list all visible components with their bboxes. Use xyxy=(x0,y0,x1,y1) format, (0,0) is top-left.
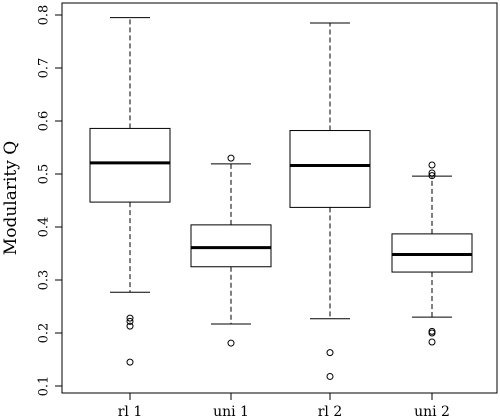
outlier-point xyxy=(126,322,134,330)
y-tick-label: 0.4 xyxy=(37,217,52,238)
box-rl-2 xyxy=(289,22,371,380)
iqr-box xyxy=(89,127,171,203)
outlier-point xyxy=(326,349,334,357)
outlier-point xyxy=(428,172,436,180)
outlier-point xyxy=(126,358,134,366)
outlier-point xyxy=(227,154,235,162)
y-axis: 0.1 0.2 0.3 0.4 0.5 0.6 0.7 0.8 xyxy=(37,5,62,397)
boxes xyxy=(89,17,473,380)
y-tick-label: 0.1 xyxy=(37,376,52,397)
y-tick-label: 0.8 xyxy=(37,5,52,26)
y-tick-label: 0.5 xyxy=(37,164,52,185)
outlier-point xyxy=(326,372,334,380)
x-axis: rl 1 uni 1 rl 2 uni 2 xyxy=(118,393,450,418)
iqr-box xyxy=(190,224,272,268)
outlier-point xyxy=(227,339,235,347)
plot-frame xyxy=(61,2,498,394)
y-axis-label: Modularity Q xyxy=(1,141,21,255)
iqr-box xyxy=(289,130,371,208)
outlier-point xyxy=(428,338,436,346)
y-tick-label: 0.6 xyxy=(37,111,52,132)
y-tick-label: 0.2 xyxy=(37,323,52,344)
y-tick-label: 0.7 xyxy=(37,58,52,79)
iqr-box xyxy=(391,233,473,273)
x-tick-label: uni 2 xyxy=(414,404,450,418)
outlier-point xyxy=(126,317,134,325)
box-rl-1 xyxy=(89,17,171,366)
x-tick-label: rl 1 xyxy=(118,404,143,418)
box-uni-1 xyxy=(190,154,272,347)
x-tick-label: uni 1 xyxy=(213,404,249,418)
x-tick-label: rl 2 xyxy=(318,404,343,418)
y-tick-label: 0.3 xyxy=(37,270,52,291)
outlier-point xyxy=(126,314,134,322)
box-uni-2 xyxy=(391,161,473,346)
outlier-point xyxy=(428,169,436,177)
outlier-point xyxy=(428,329,436,337)
outlier-point xyxy=(428,161,436,169)
